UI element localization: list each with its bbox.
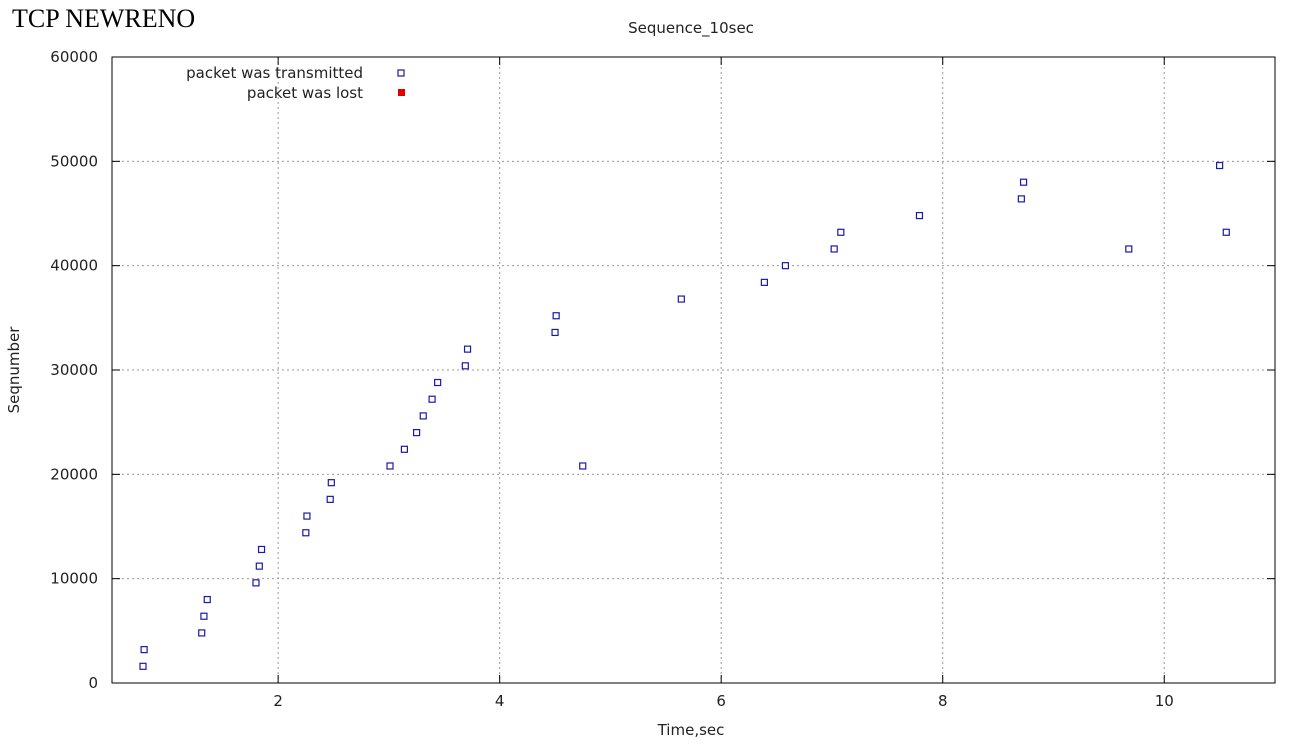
legend-label-lost: packet was lost <box>247 84 363 102</box>
y-tick-label: 30000 <box>50 361 98 379</box>
legend-label-transmitted: packet was transmitted <box>186 64 363 82</box>
data-point <box>1216 161 1224 170</box>
data-point <box>760 278 768 286</box>
data-point <box>551 328 559 337</box>
data-point <box>428 395 436 403</box>
data-point <box>140 646 148 654</box>
x-tick-label: 4 <box>495 692 505 710</box>
data-point <box>303 512 311 520</box>
data-point <box>579 462 587 470</box>
data-point <box>257 545 266 554</box>
data-point <box>461 362 469 370</box>
legend-marker-lost <box>398 89 405 96</box>
data-point <box>326 495 334 503</box>
legend: packet was transmitted packet was lost <box>186 64 405 102</box>
data-point <box>203 595 211 604</box>
ticks: 0 10000 20000 30000 40000 50000 60000 2 4 6 8 10 <box>50 48 1275 710</box>
data-point <box>327 479 335 487</box>
data-point <box>1019 178 1028 186</box>
data-point <box>419 412 427 420</box>
legend-marker-transmitted <box>397 69 405 77</box>
overlay-title: TCP NEWRENO <box>12 4 196 33</box>
data-points <box>139 161 1230 670</box>
y-tick-label: 40000 <box>50 257 98 275</box>
data-point <box>400 445 409 453</box>
data-point <box>434 378 442 387</box>
x-tick-label: 8 <box>938 692 948 710</box>
y-tick-label: 60000 <box>50 48 98 66</box>
data-point <box>677 295 685 303</box>
y-tick-label: 20000 <box>50 465 98 483</box>
x-tick-label: 2 <box>273 692 283 710</box>
x-tick-label: 10 <box>1155 692 1174 710</box>
y-tick-label: 0 <box>88 674 98 692</box>
data-point <box>781 262 790 270</box>
data-point <box>830 245 838 253</box>
data-point <box>1222 228 1230 236</box>
grid <box>112 57 1275 683</box>
data-point <box>255 562 263 570</box>
data-point <box>837 228 845 236</box>
data-point <box>915 211 924 220</box>
data-point <box>1125 245 1133 253</box>
data-point <box>252 579 260 587</box>
data-point <box>139 662 147 670</box>
data-point <box>302 529 310 537</box>
data-point <box>552 312 560 320</box>
data-point <box>200 612 208 620</box>
data-point <box>412 429 421 437</box>
x-tick-label: 6 <box>716 692 726 710</box>
data-point <box>198 629 206 637</box>
y-tick-label: 10000 <box>50 570 98 588</box>
data-point <box>1017 195 1025 203</box>
y-tick-label: 50000 <box>50 152 98 170</box>
chart-title: Sequence_10sec <box>628 19 754 38</box>
data-point <box>386 462 394 470</box>
x-axis-title: Time,sec <box>657 721 725 739</box>
y-axis-title: Seqnumber <box>5 326 23 414</box>
data-point <box>463 345 472 353</box>
